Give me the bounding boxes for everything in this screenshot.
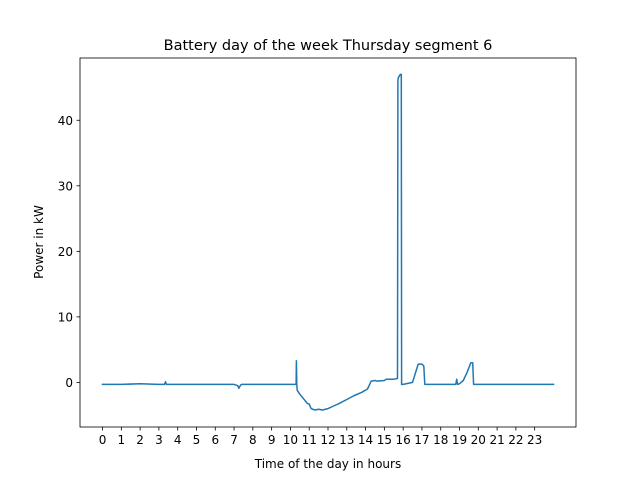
- y-tick-label: 0: [65, 376, 73, 390]
- x-tick-label: 20: [471, 433, 486, 447]
- chart-title: Battery day of the week Thursday segment…: [164, 38, 493, 54]
- x-axis-ticks: 0 1 2 3 4 5 6 7 8 9 10 11 12 13 14 15 16 17 18 19 20 21 22 23: [99, 427, 542, 447]
- x-axis-label: Time of the day in hours: [254, 457, 401, 471]
- x-tick-label: 16: [396, 433, 411, 447]
- series-line: [101, 73, 555, 411]
- x-tick-label: 3: [155, 433, 163, 447]
- x-tick-label: 2: [136, 433, 144, 447]
- x-tick-label: 14: [358, 433, 373, 447]
- x-tick-label: 8: [249, 433, 257, 447]
- x-tick-label: 10: [283, 433, 298, 447]
- x-tick-label: 13: [339, 433, 354, 447]
- x-tick-label: 5: [193, 433, 201, 447]
- x-tick-label: 7: [230, 433, 238, 447]
- x-tick-label: 6: [211, 433, 219, 447]
- x-tick-label: 21: [489, 433, 504, 447]
- x-tick-label: 18: [433, 433, 448, 447]
- x-tick-label: 22: [508, 433, 523, 447]
- x-tick-label: 19: [452, 433, 467, 447]
- x-tick-label: 11: [302, 433, 317, 447]
- x-tick-label: 1: [118, 433, 126, 447]
- plot-area: [101, 73, 555, 411]
- y-tick-label: 30: [58, 179, 73, 193]
- x-tick-label: 15: [377, 433, 392, 447]
- x-tick-label: 9: [268, 433, 276, 447]
- x-tick-label: 0: [99, 433, 107, 447]
- y-axis-ticks: 0 10 20 30 40: [58, 114, 80, 390]
- y-axis-label: Power in kW: [32, 205, 46, 279]
- x-tick-label: 4: [174, 433, 182, 447]
- y-tick-label: 20: [58, 245, 73, 259]
- axes-frame: [79, 57, 577, 428]
- x-tick-label: 12: [320, 433, 335, 447]
- y-tick-label: 40: [58, 114, 73, 128]
- x-tick-label: 23: [527, 433, 542, 447]
- y-tick-label: 10: [58, 310, 73, 324]
- x-tick-label: 17: [414, 433, 429, 447]
